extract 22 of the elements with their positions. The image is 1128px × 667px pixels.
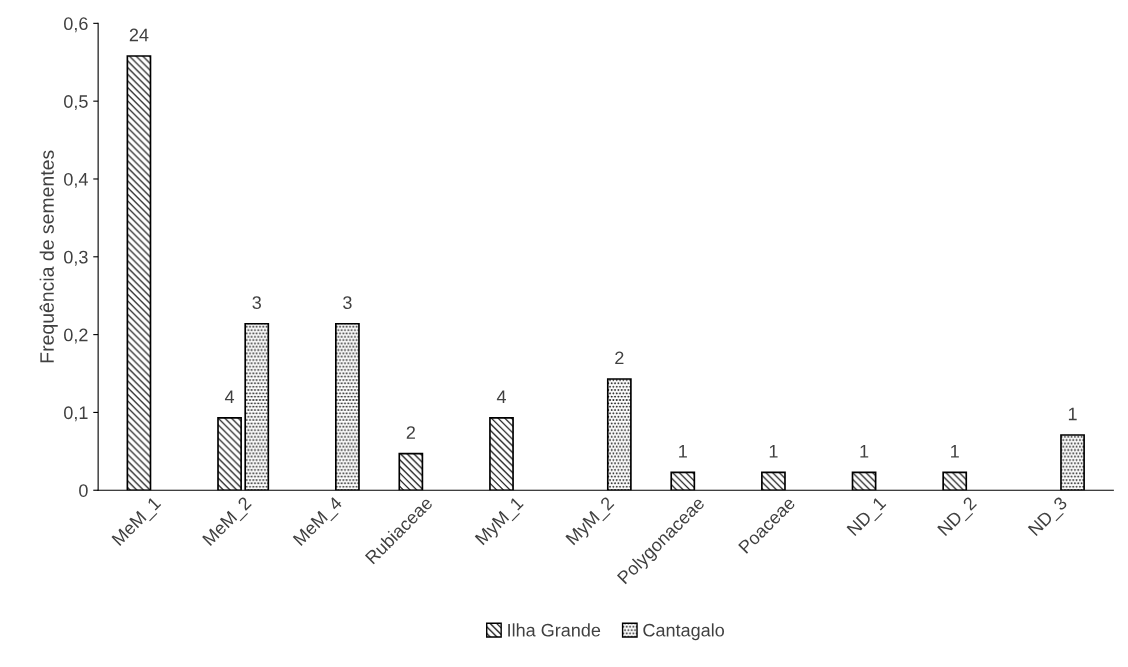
legend-label: Ilha Grande [508,623,601,637]
annotation: 1 [769,445,778,458]
annotation: 1 [1068,407,1077,421]
annotation: 3 [252,296,261,310]
annotation: 2 [406,426,415,439]
annotation: 4 [496,390,506,404]
annotation: 3 [343,296,352,310]
annotation: 4 [224,390,235,404]
annotation: 2 [615,351,624,365]
y-axis-title: Frequência de sementes [39,150,58,363]
annotation: 1 [951,445,959,458]
legend-label: Cantagalo [643,623,725,641]
y-tick-label: 0,6 [64,17,88,33]
y-tick-label: 0,4 [64,172,88,188]
y-tick-label: 0,5 [64,95,88,111]
y-tick-label: 0,3 [64,250,88,266]
annotation: 1 [679,445,687,458]
annotation: 1 [860,445,869,458]
y-tick-label: 0,2 [64,328,88,344]
y-tick-label: 0 [79,484,88,497]
y-tick-label: 0,1 [64,406,88,422]
annotation: 24 [129,28,149,42]
